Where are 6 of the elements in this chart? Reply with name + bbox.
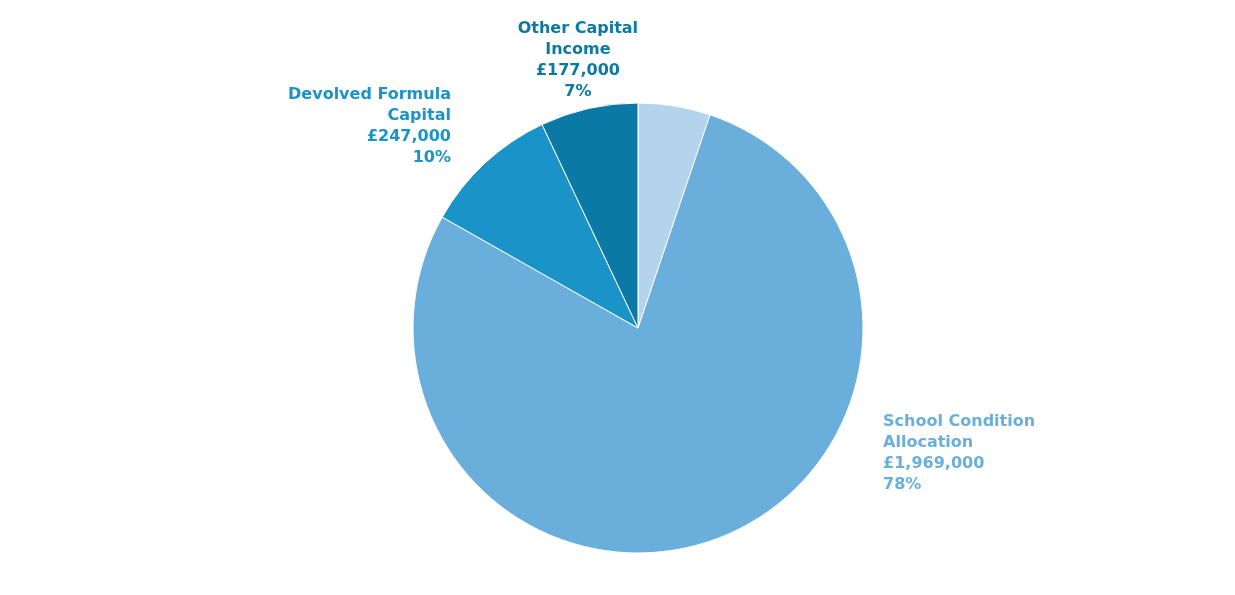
data-label: £1,969,000 78% <box>883 452 985 493</box>
data-label: £247,000 10% <box>366 126 451 167</box>
slice-label: Other Capital Income <box>517 17 639 58</box>
slice-label: Devolved Formula Capital <box>288 84 451 125</box>
data-label: £177,000 7% <box>535 59 620 100</box>
slice-label: School Condition Allocation <box>883 410 1036 451</box>
